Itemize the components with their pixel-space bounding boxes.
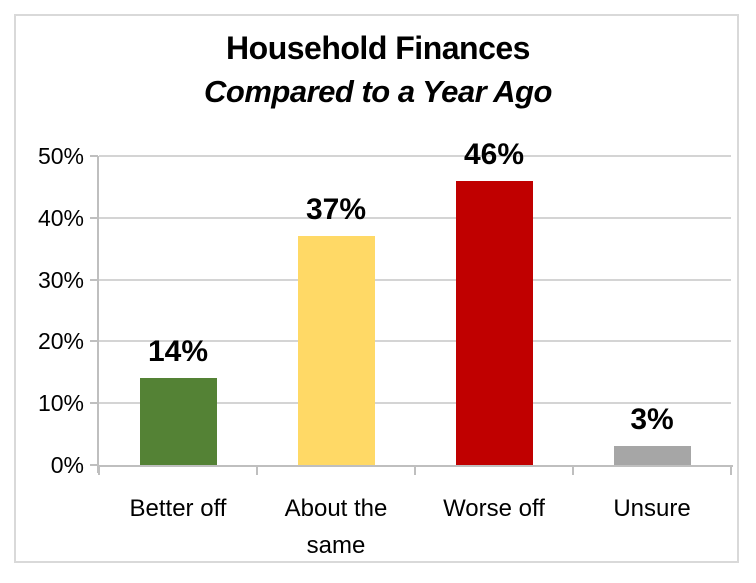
y-axis-label: 40% <box>37 204 84 231</box>
gridline-10 <box>99 402 731 405</box>
category-label-unsure: Unsure <box>613 495 691 522</box>
y-axis-tick <box>90 464 98 466</box>
x-axis-tick <box>414 467 416 475</box>
y-axis-tick <box>90 216 98 219</box>
bar-about-the-same <box>297 236 375 465</box>
x-axis-tick <box>256 467 258 475</box>
gridline-50 <box>99 155 731 157</box>
x-axis-line <box>99 465 733 467</box>
x-axis-tick <box>98 467 100 475</box>
bar-worse-off <box>455 180 533 465</box>
chart-subtitle: Compared to a Year Ago <box>204 74 552 109</box>
bar-better-off <box>139 378 217 465</box>
x-axis-tick <box>572 467 574 475</box>
category-label-worse-off: Worse off <box>443 495 545 522</box>
y-axis-tick <box>90 402 98 405</box>
y-axis-tick <box>90 278 98 281</box>
y-axis-label: 50% <box>37 143 84 169</box>
data-label-better-off: 14% <box>147 335 209 369</box>
gridline-40 <box>99 216 731 219</box>
y-axis-tick <box>90 340 98 343</box>
y-axis-line <box>97 156 99 473</box>
category-label-about-the-same: About the same <box>284 495 388 559</box>
y-axis-tick <box>90 155 98 157</box>
y-axis-label: 0% <box>50 452 84 478</box>
data-label-about-the-same: 37% <box>305 193 367 227</box>
gridline-30 <box>99 278 731 281</box>
gridline-20 <box>99 340 731 343</box>
y-axis-label: 20% <box>37 328 84 355</box>
y-axis-label: 10% <box>37 390 84 417</box>
data-label-unsure: 3% <box>630 403 674 437</box>
y-axis-label: 30% <box>37 266 84 293</box>
category-label-better-off: Better off <box>129 495 227 522</box>
plot-area <box>99 155 731 465</box>
bar-unsure <box>613 446 691 465</box>
x-axis-tick <box>730 467 732 475</box>
data-label-worse-off: 46% <box>463 137 525 171</box>
chart-title: Household Finances <box>226 30 530 66</box>
